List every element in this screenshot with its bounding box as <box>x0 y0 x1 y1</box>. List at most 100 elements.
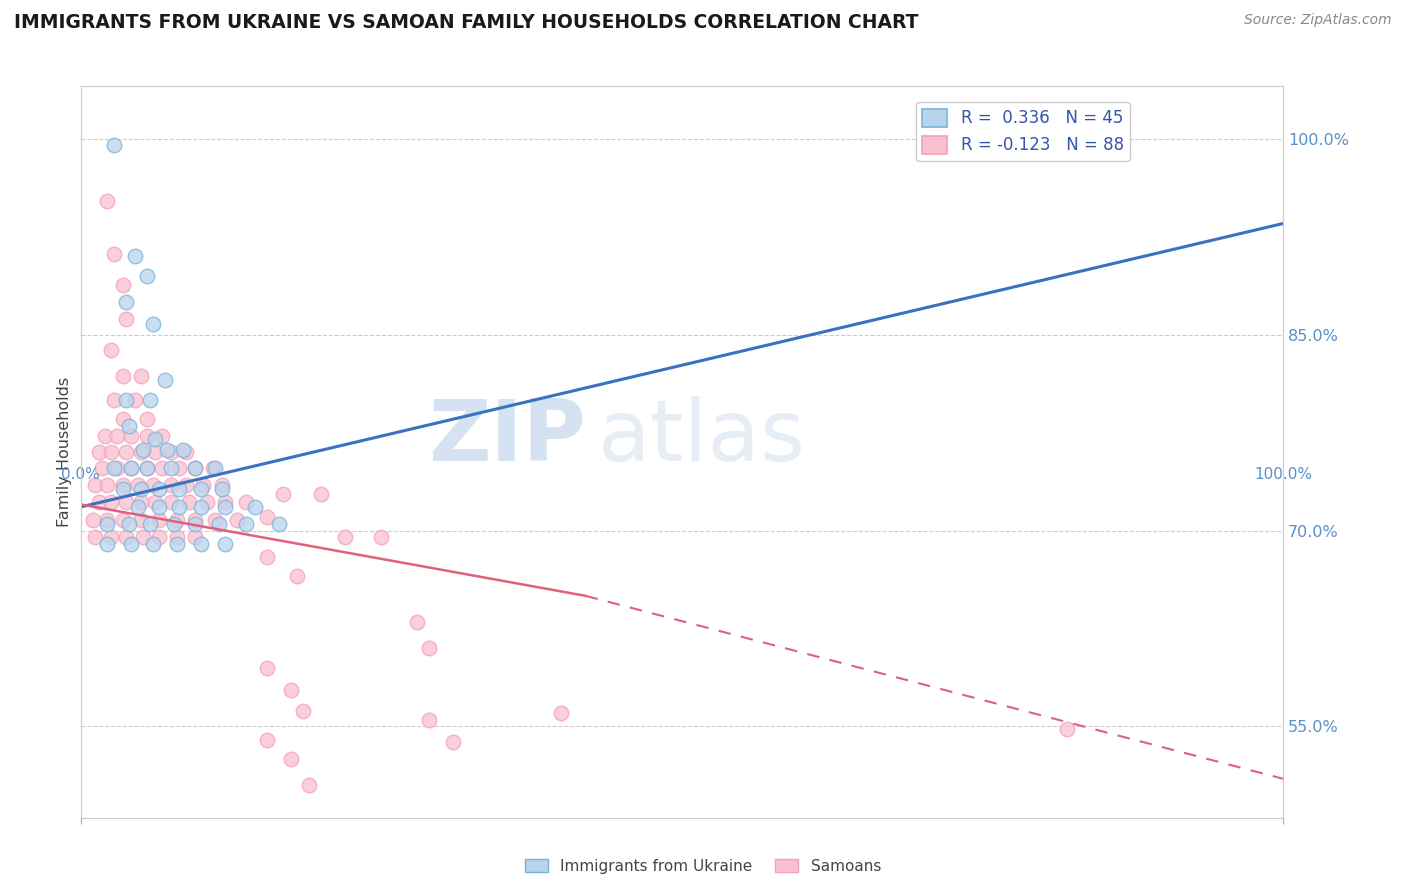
Point <box>139 392 162 407</box>
Point <box>142 317 165 331</box>
Point <box>143 445 166 459</box>
Point <box>153 373 176 387</box>
Point <box>111 477 134 491</box>
Point <box>184 460 207 475</box>
Point <box>115 392 138 407</box>
Point <box>159 477 181 491</box>
Point <box>120 460 142 475</box>
Point <box>166 513 188 527</box>
Legend: Immigrants from Ukraine, Samoans: Immigrants from Ukraine, Samoans <box>519 853 887 880</box>
Point <box>100 495 122 509</box>
Point <box>211 482 233 496</box>
Point <box>115 312 138 326</box>
Point <box>418 641 440 656</box>
Point <box>225 513 247 527</box>
Point <box>256 661 278 675</box>
Point <box>204 460 226 475</box>
Point <box>235 516 257 531</box>
Point <box>208 516 231 531</box>
Point <box>166 536 188 550</box>
Point <box>103 246 125 260</box>
Text: IMMIGRANTS FROM UKRAINE VS SAMOAN FAMILY HOUSEHOLDS CORRELATION CHART: IMMIGRANTS FROM UKRAINE VS SAMOAN FAMILY… <box>14 13 918 32</box>
Point <box>120 429 142 443</box>
Point <box>111 412 134 426</box>
Point <box>111 482 134 496</box>
Point <box>190 500 212 514</box>
Point <box>235 495 257 509</box>
Legend: R =  0.336   N = 45, R = -0.123   N = 88: R = 0.336 N = 45, R = -0.123 N = 88 <box>915 102 1130 161</box>
Point <box>82 513 104 527</box>
Point <box>135 460 157 475</box>
Point <box>132 442 155 457</box>
Point <box>214 495 236 509</box>
Point <box>100 445 122 459</box>
Point <box>166 530 188 544</box>
Point <box>117 516 139 531</box>
Point <box>214 500 236 514</box>
Point <box>184 516 207 531</box>
Point <box>148 513 170 527</box>
Point <box>309 487 332 501</box>
Point <box>96 194 118 209</box>
Text: 0.0%: 0.0% <box>60 467 100 482</box>
Point <box>190 536 212 550</box>
Point <box>167 460 190 475</box>
Point <box>143 495 166 509</box>
Point <box>124 249 146 263</box>
Point <box>115 530 138 544</box>
Point <box>127 477 149 491</box>
Point <box>129 513 152 527</box>
Point <box>117 419 139 434</box>
Point <box>135 429 157 443</box>
Point <box>243 500 266 514</box>
Point <box>93 429 115 443</box>
Point <box>105 460 128 475</box>
Point <box>280 682 302 697</box>
Point <box>132 530 155 544</box>
Point <box>177 495 200 509</box>
Point <box>115 294 138 309</box>
Point <box>124 392 146 407</box>
Point <box>214 536 236 550</box>
Text: atlas: atlas <box>598 396 806 479</box>
Point <box>135 412 157 426</box>
Point <box>105 429 128 443</box>
Point <box>96 513 118 527</box>
Point <box>103 460 125 475</box>
Text: ZIP: ZIP <box>427 396 585 479</box>
Point <box>291 704 314 718</box>
Point <box>256 549 278 564</box>
Point <box>150 460 173 475</box>
Point <box>148 500 170 514</box>
Point <box>115 445 138 459</box>
Point <box>418 713 440 727</box>
Point <box>550 706 572 721</box>
Point <box>167 500 190 514</box>
Point <box>333 530 356 544</box>
Point <box>91 460 114 475</box>
Point <box>370 530 392 544</box>
Point <box>1056 722 1078 736</box>
Point <box>159 445 181 459</box>
Point <box>163 516 186 531</box>
Point <box>256 510 278 524</box>
Point <box>159 495 181 509</box>
Point <box>111 513 134 527</box>
Point <box>142 536 165 550</box>
Point <box>201 460 224 475</box>
Point <box>129 482 152 496</box>
Point <box>195 495 218 509</box>
Point <box>211 477 233 491</box>
Point <box>191 477 214 491</box>
Point <box>176 477 198 491</box>
Point <box>267 516 290 531</box>
Point <box>190 482 212 496</box>
Point <box>100 530 122 544</box>
Point <box>129 495 152 509</box>
Point <box>172 442 194 457</box>
Point <box>139 516 162 531</box>
Point <box>148 482 170 496</box>
Point <box>111 277 134 292</box>
Point <box>100 343 122 358</box>
Point <box>298 778 321 792</box>
